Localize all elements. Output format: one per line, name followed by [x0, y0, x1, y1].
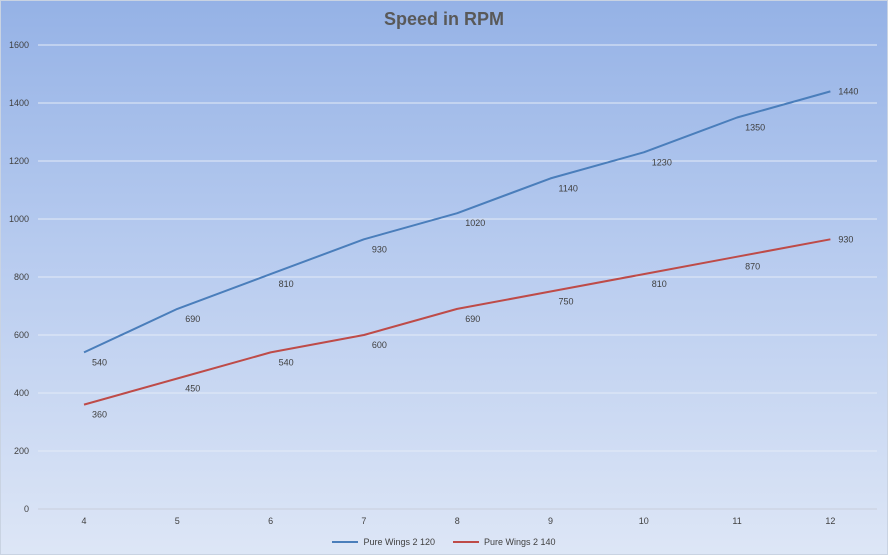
y-tick-label: 1600 — [9, 40, 29, 50]
x-tick-label: 8 — [455, 516, 460, 526]
x-tick-label: 6 — [268, 516, 273, 526]
y-tick-label: 1400 — [9, 98, 29, 108]
y-tick-label: 400 — [14, 388, 29, 398]
data-label: 690 — [185, 314, 200, 324]
data-label: 750 — [559, 297, 574, 307]
legend-swatch-series-2 — [453, 541, 479, 543]
legend-swatch-series-1 — [332, 541, 359, 543]
legend-item-series-2: Pure Wings 2 140 — [453, 537, 556, 547]
data-label: 930 — [372, 244, 387, 254]
y-tick-label: 0 — [24, 504, 29, 514]
y-tick-label: 200 — [14, 446, 29, 456]
data-label: 1140 — [559, 183, 578, 193]
x-tick-label: 4 — [81, 516, 86, 526]
series-line-1 — [83, 90, 831, 354]
data-label: 1440 — [838, 86, 858, 96]
data-label: 810 — [652, 279, 667, 289]
x-tick-label: 9 — [548, 516, 553, 526]
data-label: 540 — [279, 357, 294, 367]
x-tick-label: 11 — [732, 516, 741, 526]
data-label: 360 — [92, 410, 107, 420]
data-label: 540 — [92, 357, 107, 367]
data-label: 1230 — [652, 157, 672, 167]
data-label: 600 — [372, 340, 387, 350]
chart-title: Speed in RPM — [383, 9, 504, 29]
series-line-2 — [83, 238, 831, 406]
y-tick-label: 1000 — [9, 214, 29, 224]
legend-item-series-1: Pure Wings 2 120 — [332, 537, 435, 547]
data-label: 1020 — [465, 218, 485, 228]
y-tick-label: 800 — [14, 272, 29, 282]
legend-label-series-1: Pure Wings 2 120 — [363, 537, 435, 547]
x-tick-label: 5 — [175, 516, 180, 526]
y-tick-label: 600 — [14, 330, 29, 340]
legend-label-series-2: Pure Wings 2 140 — [484, 537, 556, 547]
data-label: 870 — [745, 262, 760, 272]
data-label: 810 — [279, 279, 294, 289]
data-label: 930 — [838, 234, 853, 244]
x-tick-label: 7 — [361, 516, 366, 526]
data-label: 1350 — [745, 123, 765, 133]
x-tick-label: 12 — [825, 516, 835, 526]
data-label: 690 — [465, 314, 480, 324]
y-tick-label: 1200 — [9, 156, 29, 166]
x-tick-label: 10 — [639, 516, 649, 526]
legend: Pure Wings 2 120 Pure Wings 2 140 — [1, 537, 887, 547]
data-label: 450 — [185, 384, 200, 394]
